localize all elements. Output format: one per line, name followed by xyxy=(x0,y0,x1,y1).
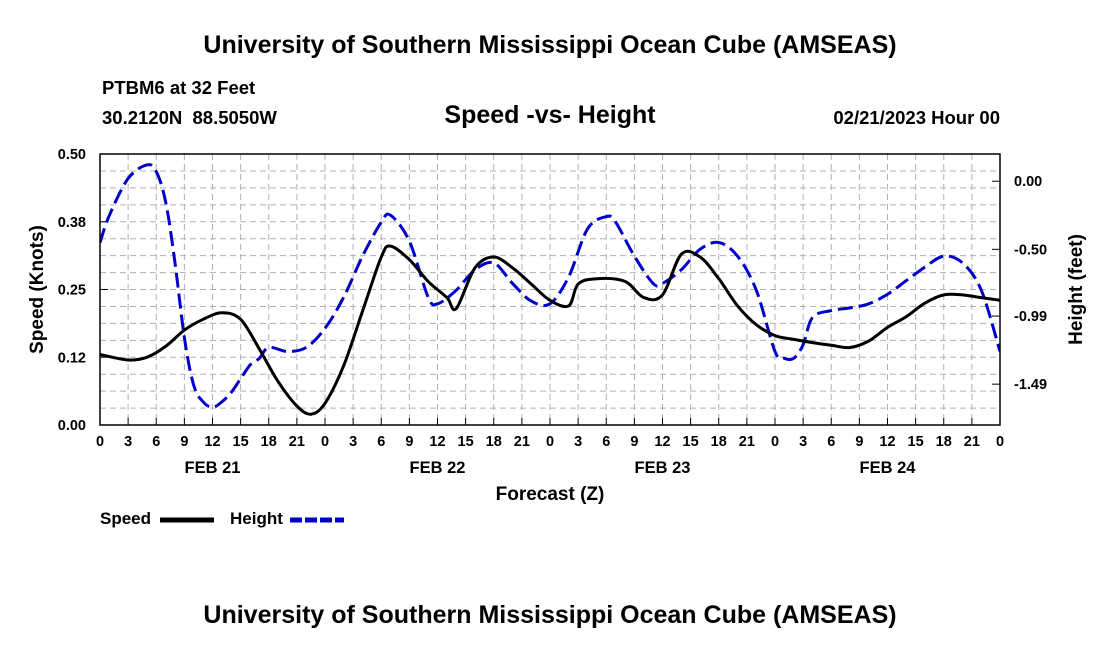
x-tick-label: 18 xyxy=(936,434,952,450)
legend-height-label: Height xyxy=(230,509,283,528)
right-tick-label: -0.50 xyxy=(1014,242,1047,258)
left-tick-label: 0.00 xyxy=(58,418,86,434)
x-tick-label: 18 xyxy=(261,434,277,450)
x-tick-label: 18 xyxy=(711,434,727,450)
right-tick-label: 0.00 xyxy=(1014,174,1042,190)
x-tick-label: 15 xyxy=(683,434,699,450)
right-tick-label: -1.49 xyxy=(1014,377,1047,393)
main-title: University of Southern Mississippi Ocean… xyxy=(203,31,897,59)
x-tick-label: 6 xyxy=(602,434,610,450)
x-tick-label: 21 xyxy=(289,434,305,450)
x-tick-label: 9 xyxy=(180,434,188,450)
x-tick-label: 9 xyxy=(855,434,863,450)
x-tick-label: 6 xyxy=(827,434,835,450)
x-tick-label: 3 xyxy=(799,434,807,450)
x-axis-title: Forecast (Z) xyxy=(496,484,605,505)
legend-speed-label: Speed xyxy=(100,509,152,528)
legend-height-swatch xyxy=(290,517,344,523)
x-tick-label: 15 xyxy=(233,434,249,450)
date-label: FEB 21 xyxy=(185,459,241,477)
x-tick-label: 3 xyxy=(349,434,357,450)
plot-frame xyxy=(99,153,1001,426)
footer-title: University of Southern Mississippi Ocean… xyxy=(203,601,897,629)
x-tick-label: 12 xyxy=(654,434,670,450)
x-tick-label: 0 xyxy=(996,434,1004,450)
date-label: FEB 22 xyxy=(410,459,466,477)
left-tick-label: 0.50 xyxy=(58,147,86,163)
location-label: 30.2120N 88.5050W xyxy=(102,107,277,128)
x-tick-label: 15 xyxy=(908,434,924,450)
left-tick-label: 0.25 xyxy=(58,283,86,299)
x-tick-label: 12 xyxy=(879,434,895,450)
x-tick-label: 0 xyxy=(321,434,329,450)
x-tick-label: 3 xyxy=(124,434,132,450)
x-tick-label: 21 xyxy=(964,434,980,450)
x-tick-label: 15 xyxy=(458,434,474,450)
left-axis-title: Speed (Knots) xyxy=(27,225,48,354)
x-tick-label: 21 xyxy=(739,434,755,450)
legend-speed-swatch xyxy=(160,517,214,523)
x-tick-label: 6 xyxy=(152,434,160,450)
x-tick-label: 12 xyxy=(204,434,220,450)
forecast-datetime: 02/21/2023 Hour 00 xyxy=(833,107,1000,128)
speed-series-line xyxy=(100,244,1000,416)
x-tick-label: 21 xyxy=(514,434,530,450)
x-tick-label: 9 xyxy=(405,434,413,450)
right-tick-label: -0.99 xyxy=(1014,309,1047,325)
x-tick-label: 6 xyxy=(377,434,385,450)
right-axis-title: Height (feet) xyxy=(1066,234,1087,345)
height-series-line xyxy=(100,163,1000,409)
chart-title: Speed -vs- Height xyxy=(444,101,656,129)
x-tick-label: 0 xyxy=(546,434,554,450)
station-label: PTBM6 at 32 Feet xyxy=(102,77,256,98)
x-tick-label: 9 xyxy=(630,434,638,450)
date-label: FEB 23 xyxy=(635,459,691,477)
x-tick-label: 0 xyxy=(771,434,779,450)
left-tick-label: 0.38 xyxy=(58,215,86,231)
x-tick-label: 3 xyxy=(574,434,582,450)
x-tick-label: 12 xyxy=(429,434,445,450)
date-label: FEB 24 xyxy=(860,459,917,477)
x-tick-label: 18 xyxy=(486,434,502,450)
x-tick-label: 0 xyxy=(96,434,104,450)
left-tick-label: 0.12 xyxy=(58,350,86,366)
